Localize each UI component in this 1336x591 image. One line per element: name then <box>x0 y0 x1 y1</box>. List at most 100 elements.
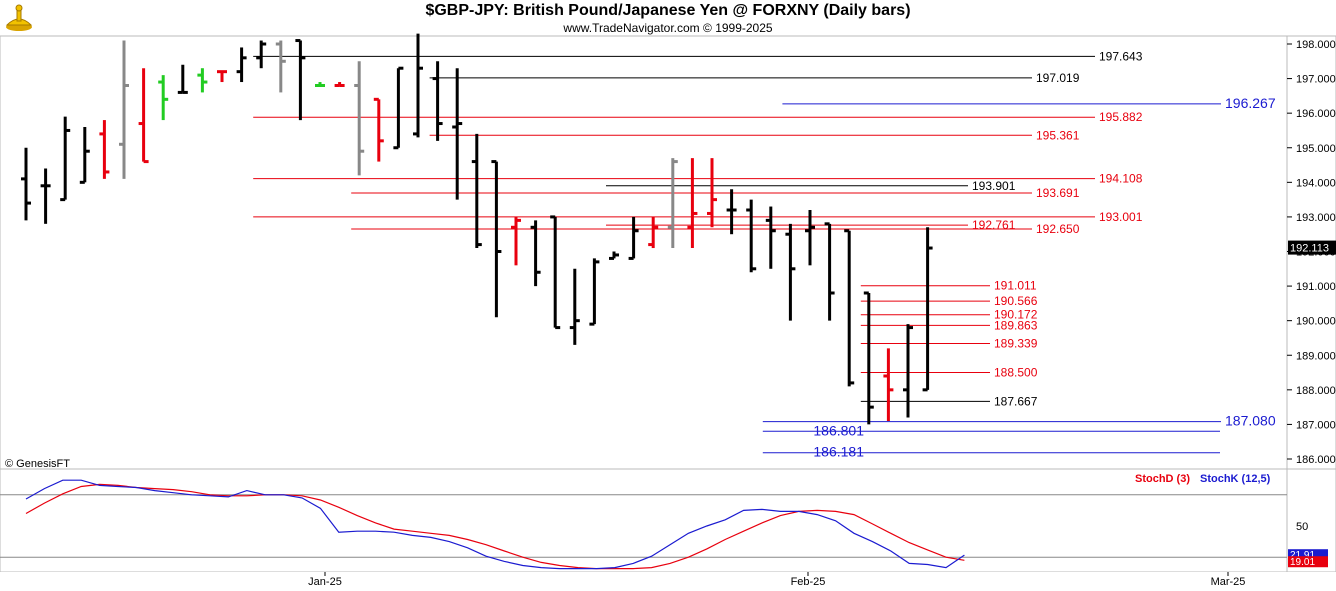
price-bar <box>432 61 443 141</box>
price-bar <box>883 348 894 421</box>
price-bar <box>491 160 502 318</box>
level-label: 188.500 <box>994 366 1038 380</box>
stoch-legend: StochD (3) StochK (12,5) <box>1135 473 1271 485</box>
price-bar <box>413 33 423 138</box>
price-bar <box>805 210 815 266</box>
price-bar <box>158 75 169 121</box>
fib-levels: 197.643 197.019 196.267 195.882 195.361 194.1… <box>253 49 1276 460</box>
level-label: 193.901 <box>972 179 1016 193</box>
price-bar <box>119 40 129 179</box>
level-label: 193.001 <box>1099 210 1143 224</box>
level-label: 190.172 <box>994 308 1038 322</box>
price-bar <box>667 158 678 249</box>
price-bar <box>726 189 737 235</box>
price-bar <box>903 324 913 418</box>
level-label: 192.650 <box>1036 222 1080 236</box>
price-bar <box>569 268 580 345</box>
price-bar <box>922 227 933 392</box>
price-bar <box>863 291 874 425</box>
price-bar <box>354 61 365 176</box>
price-panel: 197.643 197.019 196.267 195.882 195.361 194.1… <box>0 33 1288 470</box>
price-bar <box>824 222 835 321</box>
time-tick-label: Jan-25 <box>308 576 342 588</box>
price-bar <box>471 133 482 249</box>
level-label: 197.643 <box>1099 49 1143 63</box>
price-bar <box>197 68 208 93</box>
price-bars <box>21 33 933 425</box>
stoch-k-value: 21.91 <box>1290 550 1315 561</box>
price-axis-ticks: 186.000 187.000 188.000 189.000 190.000 191.0… <box>1287 39 1336 466</box>
level-label: 197.019 <box>1036 71 1080 85</box>
stoch-legend-entry: StochK (12,5) <box>1200 473 1271 485</box>
price-tick-label: 187.000 <box>1296 419 1336 431</box>
price-axis: 186.000 187.000 188.000 189.000 190.000 191.0… <box>1286 35 1336 470</box>
stoch-legend-entry: StochD (3) <box>1135 473 1190 485</box>
time-axis-labels: Jan-25 Feb-25 Mar-25 <box>308 572 1245 588</box>
price-tick-label: 186.000 <box>1296 454 1336 466</box>
price-bar <box>40 168 51 224</box>
price-bar <box>765 206 776 269</box>
price-bar <box>236 47 247 83</box>
price-tick-label: 191.000 <box>1296 281 1336 293</box>
chart-subtitle: www.TradeNavigator.com © 1999-2025 <box>563 21 773 35</box>
level-label: 187.080 <box>1225 413 1276 429</box>
stoch-series-d <box>25 483 965 570</box>
price-bar <box>609 251 619 260</box>
stoch-tick-label: 50 <box>1296 521 1308 533</box>
stoch-d-value: 19.01 <box>1290 557 1315 568</box>
price-panel-frame <box>0 35 1288 470</box>
price-tick-label: 190.000 <box>1296 316 1336 328</box>
stoch-d-box <box>1288 556 1328 568</box>
level-label: 195.361 <box>1036 128 1080 142</box>
genesis-lamp-icon <box>3 3 35 38</box>
price-tick-label: 196.000 <box>1296 108 1336 120</box>
price-bar <box>373 97 384 162</box>
level-label: 190.566 <box>994 294 1038 308</box>
level-label: 192.761 <box>972 218 1016 232</box>
level-label: 189.339 <box>994 337 1038 351</box>
stoch-lines <box>0 479 1287 570</box>
price-bar <box>589 258 600 326</box>
level-label: 186.801 <box>813 422 864 438</box>
level-label: 195.882 <box>1099 110 1143 124</box>
price-bar <box>21 147 31 221</box>
price-bar <box>60 116 71 202</box>
level-label: 189.863 <box>994 318 1038 332</box>
price-bar <box>687 158 698 249</box>
price-bar <box>99 120 110 179</box>
price-bar <box>550 215 561 330</box>
price-bar <box>256 40 267 69</box>
time-axis: Jan-25 Feb-25 Mar-25 <box>0 572 1336 591</box>
last-price-box <box>1288 240 1336 255</box>
price-tick-label: 194.000 <box>1296 177 1336 189</box>
price-bar <box>648 216 659 249</box>
price-tick-label: 193.000 <box>1296 212 1336 224</box>
price-tick-label: 197.000 <box>1296 74 1336 86</box>
watermark: © GenesisFT <box>5 458 70 470</box>
price-tick-label: 195.000 <box>1296 143 1336 155</box>
level-label: 191.011 <box>994 279 1037 293</box>
price-bar <box>295 39 306 121</box>
level-label: 194.108 <box>1099 172 1143 186</box>
price-bar <box>79 127 90 184</box>
time-axis-bg <box>0 572 1336 591</box>
time-tick-label: Mar-25 <box>1211 576 1246 588</box>
price-bar <box>275 40 286 93</box>
time-tick-label: Feb-25 <box>791 576 826 588</box>
stoch-series-k <box>25 479 965 570</box>
price-bar <box>315 82 325 87</box>
stoch-k-box <box>1288 549 1328 561</box>
stoch-panel-frame <box>0 468 1288 573</box>
price-bar <box>452 68 463 200</box>
price-tick-label: 188.000 <box>1296 385 1336 397</box>
price-bar <box>511 216 521 266</box>
price-bar <box>334 82 345 87</box>
level-label: 196.267 <box>1225 95 1276 111</box>
price-bar <box>393 66 404 150</box>
price-bar <box>785 223 796 321</box>
level-label: 187.667 <box>994 394 1038 408</box>
price-bar <box>746 199 757 273</box>
price-bar <box>138 68 149 164</box>
